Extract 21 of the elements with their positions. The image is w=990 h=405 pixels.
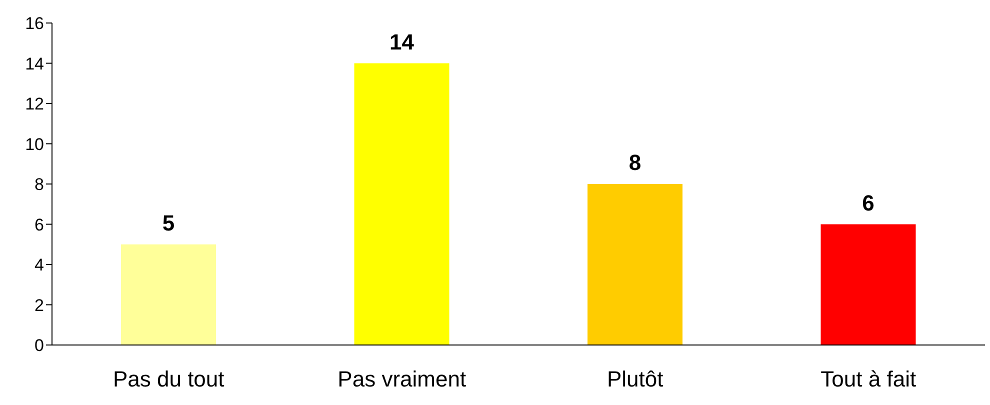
data-label: 8	[628, 150, 642, 175]
data-label: 6	[862, 190, 874, 216]
y-tick-label: 8	[34, 175, 44, 194]
y-tick-label: 10	[25, 134, 44, 154]
y-tick-label: 12	[25, 94, 44, 114]
x-tick-label: Tout à fait	[820, 366, 916, 392]
x-tick-label: Pas vraiment	[338, 366, 466, 392]
bar	[121, 244, 216, 345]
y-tick-label: 16	[25, 14, 44, 34]
data-label: 5	[162, 210, 175, 236]
bar	[588, 184, 682, 345]
y-tick-label: 0	[34, 336, 44, 356]
data-label: 14	[390, 29, 415, 54]
y-tick-label: 2	[34, 296, 44, 315]
bar	[354, 63, 450, 345]
y-tick-label: 4	[34, 256, 44, 275]
x-tick-label: Pas du tout	[112, 366, 224, 392]
y-tick-label: 14	[25, 54, 44, 74]
y-tick-label: 6	[34, 215, 44, 234]
x-tick-label: Plutôt	[606, 366, 664, 392]
bar	[820, 224, 916, 345]
